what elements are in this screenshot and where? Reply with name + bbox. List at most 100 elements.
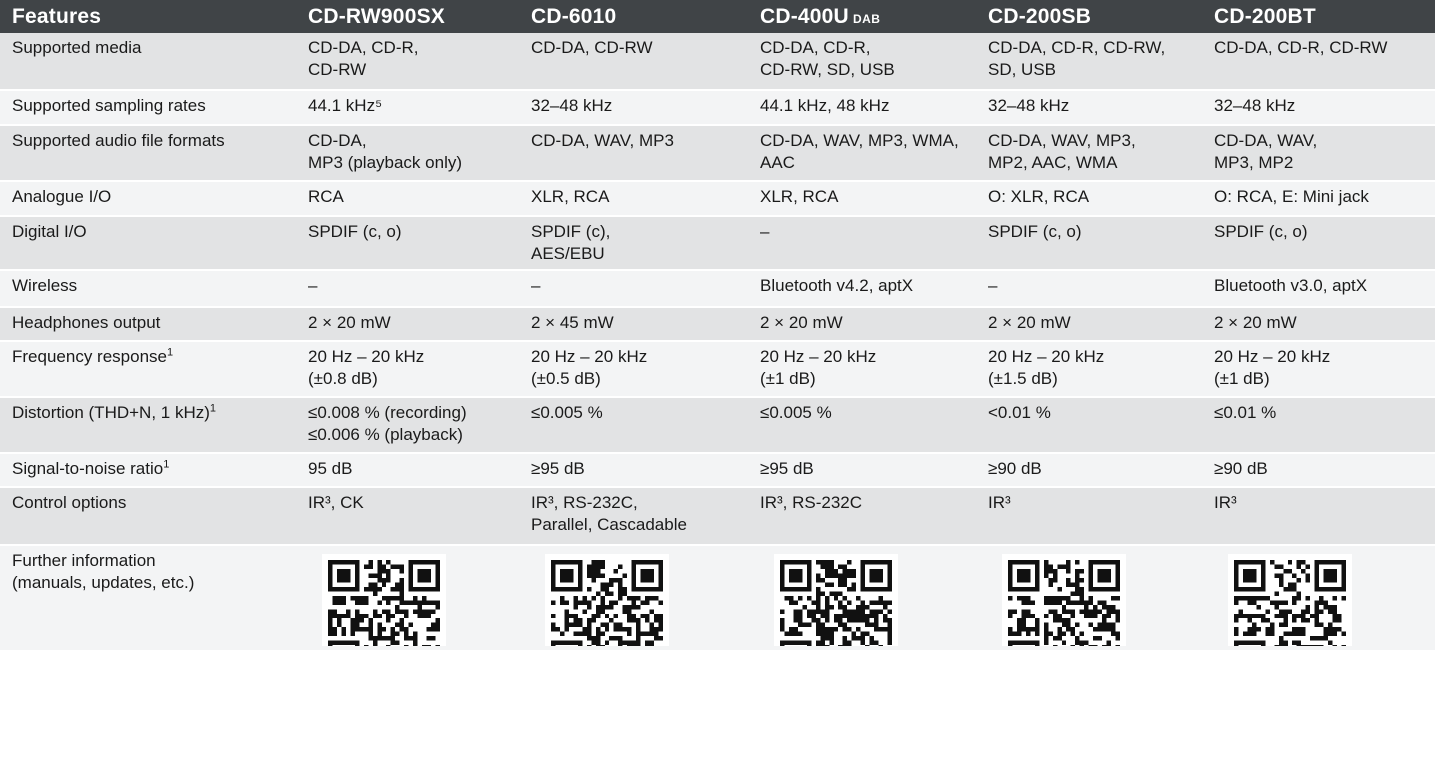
value-cell: CD-DA, WAV, MP3, MP2, AAC, WMA: [976, 125, 1202, 182]
feature-cell: Frequency response1: [0, 341, 296, 398]
table-row: Headphones output 2 × 20 mW 2 × 45 mW 2 × 2…: [0, 307, 1435, 342]
value-line: MP3, MP2: [1214, 153, 1294, 172]
value-line: 20 Hz – 20 kHz: [760, 347, 877, 366]
value-line: O: RCA, E: Mini jack: [1214, 187, 1369, 206]
qr-code-icon[interactable]: [545, 554, 669, 646]
table-row: Control options IR³, CK IR³, RS-232C, Paral…: [0, 487, 1435, 546]
footnote-marker: 1: [209, 402, 217, 415]
qr-cell: [519, 545, 748, 650]
value-line: IR³: [988, 493, 1011, 512]
feature-cell: Digital I/O: [0, 216, 296, 271]
qr-code-icon[interactable]: [322, 554, 446, 646]
value-cell: CD-DA, WAV, MP3: [519, 125, 748, 182]
value-cell: 32–48 kHz: [519, 90, 748, 126]
value-line: XLR, RCA: [760, 187, 839, 206]
table-row: Supported audio file formats CD-DA, MP3 (p…: [0, 125, 1435, 182]
header-label: Features: [12, 4, 102, 28]
feature-cell: Wireless: [0, 270, 296, 308]
value-line: 20 Hz – 20 kHz: [531, 347, 648, 366]
value-cell: –: [748, 216, 976, 271]
value-cell: 20 Hz – 20 kHz (±0.5 dB): [519, 341, 748, 398]
header-suffix: DAB: [852, 11, 881, 26]
value-line: –: [531, 276, 541, 295]
feature-cell: Supported audio file formats: [0, 125, 296, 182]
value-line: 32–48 kHz: [1214, 96, 1296, 115]
feature-label: Digital I/O: [12, 222, 87, 241]
value-line: (±1 dB): [760, 369, 816, 388]
value-line: 2 × 20 mW: [760, 313, 843, 332]
value-cell: –: [519, 270, 748, 308]
value-line: Bluetooth v3.0, aptX: [1214, 276, 1368, 295]
value-cell: IR³, CK: [296, 487, 519, 546]
value-line: IR³, CK: [308, 493, 364, 512]
value-cell: 2 × 45 mW: [519, 307, 748, 342]
table-row: Distortion (THD+N, 1 kHz)1 ≤0.008 % (reco…: [0, 397, 1435, 454]
value-cell: 2 × 20 mW: [748, 307, 976, 342]
value-line: XLR, RCA: [531, 187, 610, 206]
feature-label: Frequency response: [12, 347, 167, 366]
header-label: CD-400U: [760, 4, 849, 28]
value-cell: 20 Hz – 20 kHz (±1.5 dB): [976, 341, 1202, 398]
value-line: O: XLR, RCA: [988, 187, 1090, 206]
table-row: Supported media CD-DA, CD-R, CD-RW CD-DA, C…: [0, 33, 1435, 91]
value-cell: ≥95 dB: [748, 453, 976, 488]
value-line: (±1 dB): [1214, 369, 1270, 388]
feature-cell: Analogue I/O: [0, 181, 296, 217]
value-line: CD-RW, SD, USB: [760, 60, 895, 79]
value-line: ≤0.008 % (recording): [308, 403, 467, 422]
feature-label: Headphones output: [12, 313, 161, 332]
feature-label: Supported media: [12, 38, 142, 57]
feature-cell: Distortion (THD+N, 1 kHz)1: [0, 397, 296, 454]
value-line: CD-DA, CD-R, CD-RW,: [988, 38, 1166, 57]
header-label: CD-200BT: [1214, 4, 1316, 28]
value-line: CD-DA, CD-RW: [531, 38, 653, 57]
table-row: Supported sampling rates 44.1 kHz⁵ 32–48 k…: [0, 90, 1435, 126]
value-line: RCA: [308, 187, 344, 206]
value-cell: SPDIF (c, o): [296, 216, 519, 271]
value-cell: O: XLR, RCA: [976, 181, 1202, 217]
value-cell: ≤0.005 %: [748, 397, 976, 454]
qr-code-icon[interactable]: [1228, 554, 1352, 646]
value-cell: –: [296, 270, 519, 308]
feature-cell: Further information (manuals, updates, et…: [0, 545, 296, 650]
value-line: CD-DA, CD-R,: [760, 38, 871, 57]
table-row: Digital I/O SPDIF (c, o) SPDIF (c), AES/EBU…: [0, 216, 1435, 271]
value-line: –: [308, 276, 318, 295]
value-line: 2 × 45 mW: [531, 313, 614, 332]
qr-code-icon[interactable]: [1002, 554, 1126, 646]
value-cell: IR³: [1202, 487, 1435, 546]
value-line: CD-DA, CD-R,: [308, 38, 419, 57]
value-line: 2 × 20 mW: [1214, 313, 1297, 332]
value-line: ≤0.005 %: [531, 403, 603, 422]
header-features: Features: [0, 0, 296, 33]
value-cell: <0.01 %: [976, 397, 1202, 454]
value-cell: CD-DA, CD-R, CD-RW, SD, USB: [748, 33, 976, 91]
value-cell: –: [976, 270, 1202, 308]
qr-code-icon[interactable]: [774, 554, 898, 646]
value-line: 20 Hz – 20 kHz: [1214, 347, 1331, 366]
value-cell: IR³, RS-232C: [748, 487, 976, 546]
header-label: CD-RW900SX: [308, 4, 445, 28]
value-line: IR³, RS-232C,: [531, 493, 638, 512]
value-cell: IR³: [976, 487, 1202, 546]
feature-label: (manuals, updates, etc.): [12, 573, 195, 592]
value-line: (±0.5 dB): [531, 369, 601, 388]
value-cell: Bluetooth v3.0, aptX: [1202, 270, 1435, 308]
value-line: 32–48 kHz: [988, 96, 1070, 115]
value-cell: Bluetooth v4.2, aptX: [748, 270, 976, 308]
value-cell: 44.1 kHz⁵: [296, 90, 519, 126]
comparison-table: Features CD-RW900SX CD-6010 CD-400U DAB C…: [0, 0, 1435, 650]
feature-label: Distortion (THD+N, 1 kHz): [12, 403, 210, 422]
value-line: SPDIF (c),: [531, 222, 611, 241]
value-line: 20 Hz – 20 kHz: [988, 347, 1105, 366]
value-line: ≤0.005 %: [760, 403, 832, 422]
qr-cell: [296, 545, 519, 650]
value-cell: 2 × 20 mW: [976, 307, 1202, 342]
value-line: CD-RW: [308, 60, 367, 79]
value-cell: 95 dB: [296, 453, 519, 488]
value-line: 95 dB: [308, 459, 353, 478]
value-line: ≤0.006 % (playback): [308, 425, 463, 444]
value-cell: 32–48 kHz: [1202, 90, 1435, 126]
feature-label: Control options: [12, 493, 127, 512]
value-cell: CD-DA, CD-R, CD-RW: [296, 33, 519, 91]
